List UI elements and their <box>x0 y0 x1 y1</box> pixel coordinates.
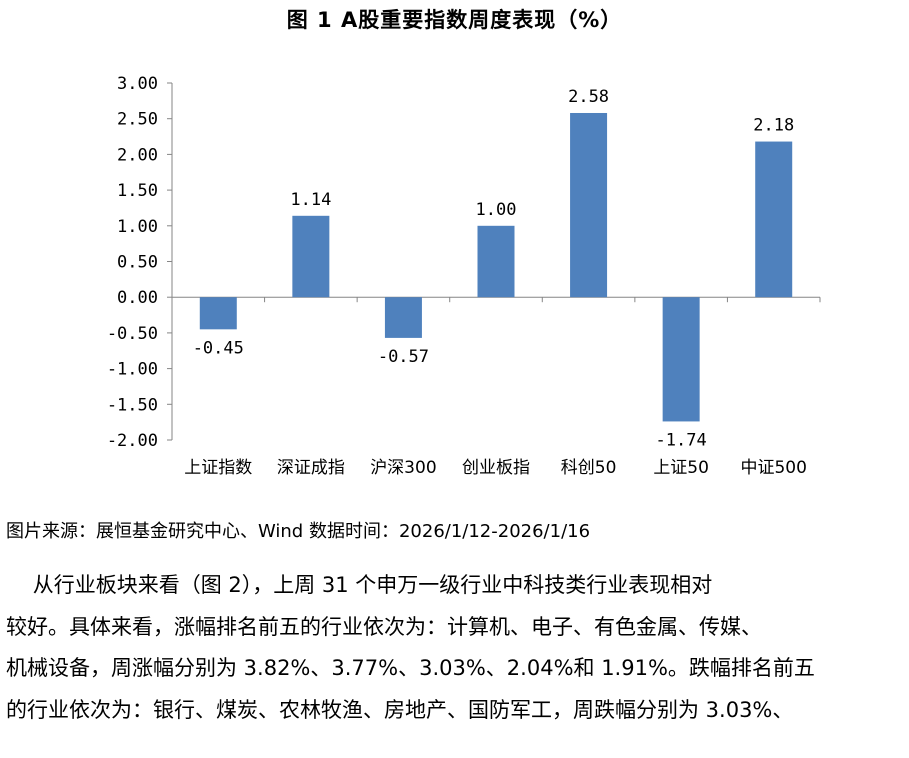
category-label: 上证指数 <box>184 458 252 478</box>
bar <box>384 297 422 338</box>
paragraph-line: 从行业板块来看（图 2），上周 31 个申万一级行业中科技类行业表现相对 <box>6 573 713 597</box>
chart-source-note: 图片来源：展恒基金研究中心、Wind 数据时间：2026/1/12-2026/1… <box>6 521 591 542</box>
y-tick-label: 1.50 <box>117 181 158 201</box>
y-tick-label: -1.50 <box>107 395 158 415</box>
paragraph-line: 机械设备，周涨幅分别为 3.82%、3.77%、3.03%、2.04%和 1.9… <box>6 656 815 680</box>
bar <box>662 297 700 422</box>
category-label: 深证成指 <box>277 458 345 478</box>
category-label: 沪深300 <box>370 458 436 478</box>
bar <box>292 215 330 298</box>
data-label: 1.14 <box>290 190 331 210</box>
data-label: -1.74 <box>656 430 707 450</box>
data-label: -0.45 <box>193 338 244 358</box>
category-label: 中证500 <box>740 458 806 478</box>
y-tick-label: 2.50 <box>117 110 158 130</box>
bar <box>477 225 515 298</box>
bar-chart: 3.00 2.50 2.00 1.50 1.00 0.50 0.00 -0.50 -1.00 -1… <box>107 74 821 478</box>
y-tick-label: 0.00 <box>117 288 158 308</box>
y-tick-label: 3.00 <box>117 74 158 94</box>
bar <box>199 297 237 330</box>
chart-title: 图 1 A股重要指数周度表现（%） <box>286 8 623 32</box>
y-tick-label: -1.00 <box>107 360 158 380</box>
y-tick-label: 0.50 <box>117 253 158 273</box>
paragraph-line: 的行业依次为：银行、煤炭、农林牧渔、房地产、国防军工，周跌幅分别为 3.03%、 <box>6 697 794 722</box>
bar <box>570 112 608 298</box>
data-label: 2.18 <box>753 116 794 136</box>
body-paragraph: 从行业板块来看（图 2），上周 31 个申万一级行业中科技类行业表现相对 较好。… <box>6 565 906 731</box>
y-tick-label: -0.50 <box>107 324 158 344</box>
bar <box>755 141 793 298</box>
y-tick-label: 1.00 <box>117 217 158 237</box>
y-tick-label: -2.00 <box>107 431 158 451</box>
category-label: 上证50 <box>653 458 709 478</box>
category-label: 科创50 <box>561 458 617 478</box>
paragraph-line: 较好。具体来看，涨幅排名前五的行业依次为：计算机、电子、有色金属、传媒、 <box>6 614 762 639</box>
y-tick-label: 2.00 <box>117 145 158 165</box>
category-label: 创业板指 <box>462 458 530 478</box>
data-label: 1.00 <box>476 200 517 220</box>
data-label: 2.58 <box>568 87 609 107</box>
data-label: -0.57 <box>378 347 429 367</box>
